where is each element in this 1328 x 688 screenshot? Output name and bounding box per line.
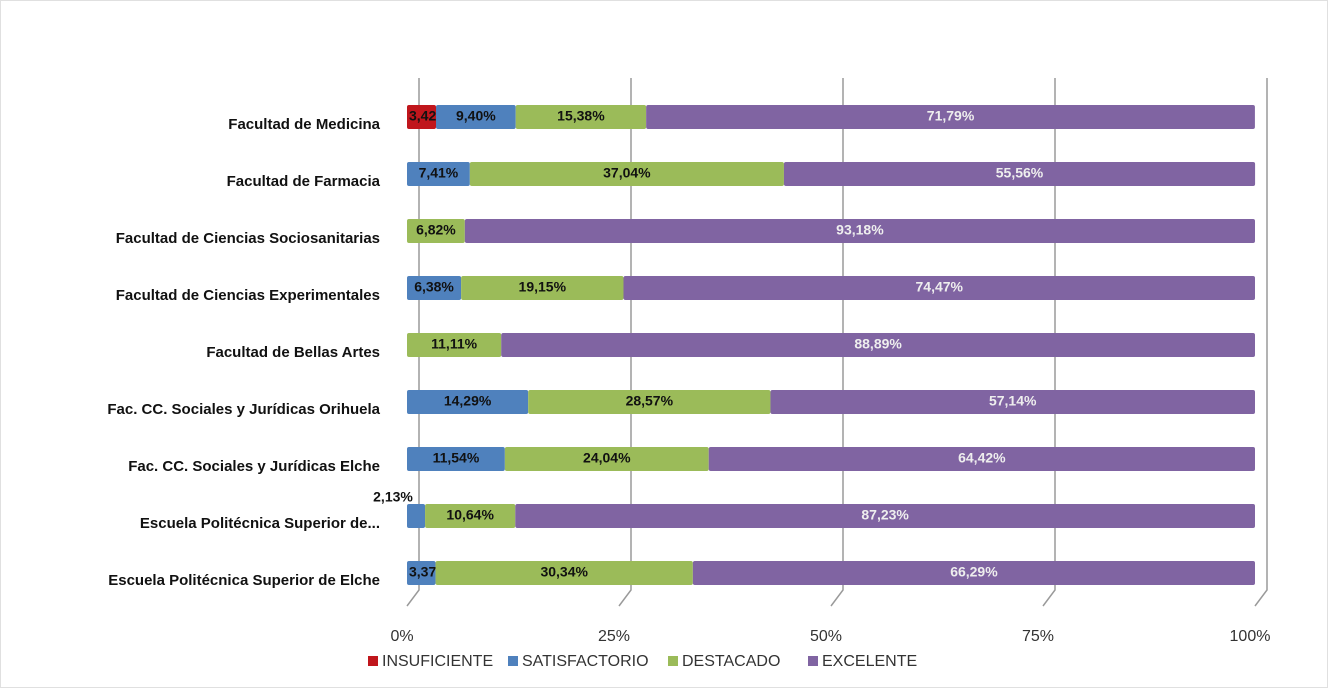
data-label: 2,13% (373, 489, 413, 505)
data-label: 71,79% (927, 108, 975, 124)
y-tick-label: Facultad de Ciencias Experimentales (116, 287, 380, 304)
x-tick-label: 0% (390, 628, 413, 645)
legend-label: DESTACADO (682, 653, 780, 670)
bar-segment (407, 276, 462, 300)
legend-label: INSUFICIENTE (382, 653, 493, 670)
data-label: 87,23% (861, 507, 909, 523)
x-tick-label: 25% (598, 628, 630, 645)
bar-segment (435, 561, 693, 585)
grid-line (618, 78, 632, 607)
y-tick-label: Escuela Politécnica Superior de Elche (108, 572, 380, 589)
y-tick-label: Facultad de Bellas Artes (206, 344, 380, 361)
bar-segment (407, 105, 437, 129)
data-label: 55,56% (996, 165, 1044, 181)
bar-segment (515, 504, 1255, 528)
x-tick-label: 50% (810, 628, 842, 645)
data-label: 11,11% (431, 336, 477, 352)
legend-label: SATISFACTORIO (522, 653, 649, 670)
data-label: 14,29% (444, 393, 492, 409)
data-label: 15,38% (557, 108, 605, 124)
legend-swatch (508, 656, 518, 666)
bar-segment (407, 447, 505, 471)
y-tick-label: Fac. CC. Sociales y Jurídicas Orihuela (107, 401, 380, 418)
data-label: 66,29% (950, 564, 998, 580)
data-label: 24,04% (583, 450, 631, 466)
data-label: 10,64% (446, 507, 494, 523)
data-label: 57,14% (989, 393, 1037, 409)
data-label: 6,38% (414, 279, 454, 295)
bar-segment (692, 561, 1255, 585)
data-label: 30,34% (540, 564, 588, 580)
bar-segment (407, 561, 436, 585)
data-label: 7,41% (419, 165, 459, 181)
data-label: 9,40% (456, 108, 496, 124)
bar-segment (528, 390, 771, 414)
bar-segment (504, 447, 709, 471)
data-label: 19,15% (519, 279, 567, 295)
bar-segment (469, 162, 784, 186)
bar-segment (461, 276, 624, 300)
bar-segment (436, 105, 516, 129)
bar-segment (501, 333, 1256, 357)
x-tick-label: 75% (1022, 628, 1054, 645)
bar-segment (425, 504, 516, 528)
data-label: 37,04% (603, 165, 651, 181)
bar-segment (407, 219, 465, 243)
x-tick-label: 100% (1230, 628, 1271, 645)
bar-segment (407, 162, 470, 186)
legend-swatch (808, 656, 818, 666)
bar-segment (770, 390, 1255, 414)
data-label: 93,18% (836, 222, 884, 238)
grid-line (1254, 78, 1268, 607)
legend-label: EXCELENTE (822, 653, 917, 670)
bar-segment (464, 219, 1255, 243)
grid-line (406, 78, 420, 607)
bar-segment (407, 390, 529, 414)
bar-segment (708, 447, 1255, 471)
data-label: 11,54% (433, 450, 480, 466)
y-tick-label: Facultad de Ciencias Sociosanitarias (116, 230, 380, 247)
bar-segment (407, 333, 502, 357)
data-label: 28,57% (626, 393, 674, 409)
data-label: 6,82% (416, 222, 456, 238)
data-label: 74,47% (916, 279, 964, 295)
y-tick-label: Fac. CC. Sociales y Jurídicas Elche (128, 458, 380, 475)
bar-segment (646, 105, 1255, 129)
y-tick-label: Facultad de Medicina (228, 116, 380, 133)
bar-segment (623, 276, 1255, 300)
bar-segment (407, 504, 426, 528)
data-label: 88,89% (854, 336, 902, 352)
grid-line (1042, 78, 1056, 607)
bar-segment (783, 162, 1256, 186)
bar-segment (515, 105, 647, 129)
y-tick-label: Escuela Politécnica Superior de... (140, 515, 380, 532)
legend-swatch (368, 656, 378, 666)
y-tick-label: Facultad de Farmacia (227, 173, 381, 190)
data-label: 64,42% (958, 450, 1006, 466)
legend-swatch (668, 656, 678, 666)
grid-line (830, 78, 844, 607)
